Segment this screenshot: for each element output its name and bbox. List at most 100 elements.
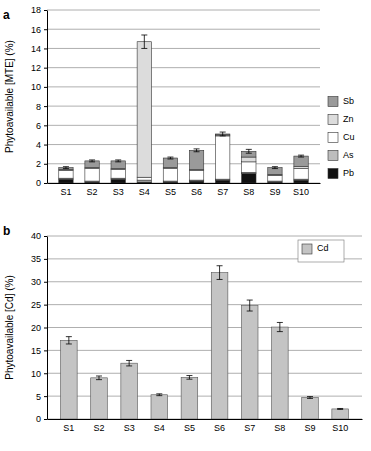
bar [91, 378, 108, 419]
tick-mark [44, 106, 47, 107]
error-line [68, 337, 69, 344]
error-cap [220, 135, 226, 136]
error-line [222, 132, 223, 136]
legend-label: As [343, 150, 354, 160]
bar-segment [294, 180, 308, 183]
tick-label: S9 [269, 187, 280, 197]
error-bar [141, 35, 147, 48]
tick-mark [44, 48, 47, 49]
tick-mark [44, 373, 47, 374]
tick: S7 [244, 419, 255, 433]
error-cap [66, 336, 72, 337]
error-cap [96, 375, 102, 376]
grid [47, 10, 320, 183]
tick-label: 8 [36, 101, 41, 111]
error-bar [89, 160, 95, 162]
tick: S1 [60, 183, 71, 197]
error-cap [220, 132, 226, 133]
error-bar [298, 155, 304, 157]
error-line [144, 35, 145, 48]
tick: S5 [165, 183, 176, 197]
bar-segment [216, 136, 230, 179]
tick: 14 [31, 44, 47, 54]
x-axis: S1S2S3S4S5S6S7S8S9S10 [48, 183, 321, 197]
tick: S7 [217, 183, 228, 197]
error-bar [167, 157, 173, 159]
error-cap [89, 161, 95, 162]
tick: 15 [31, 346, 47, 356]
tick: 0 [36, 414, 47, 424]
grid-line [47, 48, 320, 49]
grid-line [47, 373, 362, 374]
error-line [129, 360, 130, 365]
tick-label: S5 [184, 423, 195, 433]
error-cap [337, 408, 343, 409]
tick-label: S6 [214, 423, 225, 433]
tick: S9 [269, 183, 280, 197]
bar-segment [111, 170, 125, 179]
x-axis: S1S2S3S4S5S6S7S8S9S10 [48, 419, 363, 433]
tick-label: 4 [36, 140, 41, 150]
error-cap [156, 393, 162, 394]
error-line [249, 300, 250, 311]
tick-label: S8 [243, 187, 254, 197]
bar-segment [189, 171, 203, 181]
tick: S4 [154, 419, 165, 433]
axis-line [47, 237, 48, 420]
legend-swatch [328, 169, 338, 179]
legend-label: Cu [343, 132, 355, 142]
error-cap [66, 343, 72, 344]
grid-line [47, 281, 362, 282]
tick-mark [44, 164, 47, 165]
tick: 12 [31, 63, 47, 73]
error-cap [246, 153, 252, 154]
error-cap [115, 161, 121, 162]
tick: 25 [31, 300, 47, 310]
tick-mark [44, 125, 47, 126]
error-cap [167, 157, 173, 158]
tick: 8 [36, 101, 47, 111]
tick-mark [44, 282, 47, 283]
bar [302, 397, 319, 419]
tick-mark [44, 68, 47, 69]
error-cap [307, 396, 313, 397]
tick-mark [44, 419, 47, 420]
tick-label: 14 [31, 44, 41, 54]
error-line [219, 266, 220, 280]
panel-label: b [3, 224, 10, 238]
figure: a024681012141618S1S2S3S4S5S6S7S8S9S10Phy… [0, 0, 371, 451]
tick-label: 15 [31, 346, 41, 356]
error-line [98, 376, 99, 380]
grid-line [47, 327, 362, 328]
bar [181, 377, 198, 419]
tick: S2 [87, 183, 98, 197]
error-line [248, 149, 249, 153]
axis-line [48, 419, 363, 420]
tick-mark [44, 305, 47, 306]
panel-label: a [3, 8, 10, 22]
error-cap [194, 148, 200, 149]
error-cap [246, 149, 252, 150]
tick-label: S1 [60, 187, 71, 197]
bar-segment [85, 182, 99, 183]
tick-label: 20 [31, 323, 41, 333]
tick: S6 [191, 183, 202, 197]
tick-label: 0 [36, 178, 41, 188]
tick-mark [44, 183, 47, 184]
error-cap [96, 379, 102, 380]
axis-line [48, 183, 321, 184]
tick-label: 16 [31, 25, 41, 35]
grid [47, 236, 362, 419]
tick: S10 [293, 183, 309, 197]
error-cap [307, 398, 313, 399]
bar-segment [85, 169, 99, 181]
tick-label: S7 [217, 187, 228, 197]
tick-mark [44, 328, 47, 329]
tick-label: S4 [154, 423, 165, 433]
error-line [189, 376, 190, 380]
error-bar [126, 360, 132, 365]
error-bar [247, 300, 253, 311]
tick-label: S7 [244, 423, 255, 433]
error-bar [96, 376, 102, 380]
y-axis: 0510152025303540 [31, 231, 48, 424]
